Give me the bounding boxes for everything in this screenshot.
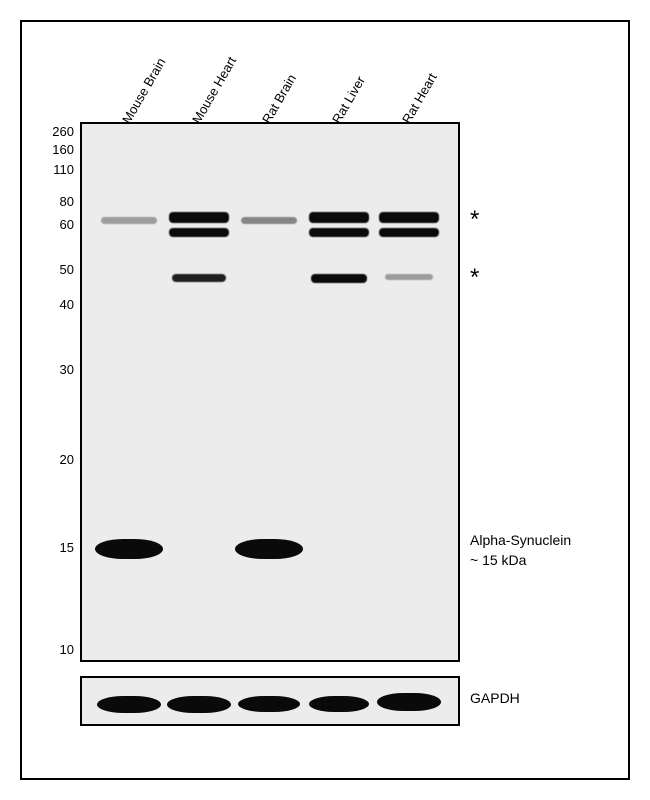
lane-label: Rat Liver xyxy=(329,73,368,126)
mw-tick: 40 xyxy=(30,297,74,312)
mw-tick: 110 xyxy=(30,162,74,177)
mw-tick: 160 xyxy=(30,142,74,157)
blot-band xyxy=(169,212,229,223)
right-annotation-group: * * Alpha-Synuclein ~ 15 kDa GAPDH xyxy=(470,122,630,742)
blot-band xyxy=(167,696,231,713)
blot-band xyxy=(238,696,300,712)
mw-tick: 10 xyxy=(30,642,74,657)
lane-label: Mouse Heart xyxy=(189,54,239,126)
blot-band xyxy=(309,212,369,223)
blot-band xyxy=(309,228,369,237)
blot-panel-gapdh xyxy=(80,676,460,726)
mw-tick: 15 xyxy=(30,540,74,555)
blot-band xyxy=(385,274,433,280)
asterisk-icon: * xyxy=(470,206,479,234)
blot-band xyxy=(311,274,367,283)
blot-band xyxy=(377,693,441,711)
lane-label: Rat Heart xyxy=(399,70,440,126)
blot-band xyxy=(241,217,297,224)
target-mw: ~ 15 kDa xyxy=(470,552,526,568)
lane-labels-group: Mouse Brain Mouse Heart Rat Brain Rat Li… xyxy=(22,30,628,120)
target-label: Alpha-Synuclein xyxy=(470,532,571,548)
blot-band xyxy=(235,539,303,559)
blot-band xyxy=(379,228,439,237)
figure-frame: Mouse Brain Mouse Heart Rat Brain Rat Li… xyxy=(20,20,630,780)
lane-label: Mouse Brain xyxy=(119,55,168,126)
gapdh-label: GAPDH xyxy=(470,690,520,706)
blot-panel-main xyxy=(80,122,460,662)
mw-tick: 60 xyxy=(30,217,74,232)
blot-band xyxy=(309,696,369,712)
mw-tick: 30 xyxy=(30,362,74,377)
asterisk-icon: * xyxy=(470,264,479,292)
mw-tick: 20 xyxy=(30,452,74,467)
mw-tick: 260 xyxy=(30,124,74,139)
blot-band xyxy=(379,212,439,223)
mw-tick: 50 xyxy=(30,262,74,277)
blot-band xyxy=(97,696,161,713)
blot-band xyxy=(172,274,226,282)
lane-label: Rat Brain xyxy=(259,72,299,126)
blot-band xyxy=(95,539,163,559)
blot-band xyxy=(101,217,157,224)
mw-tick: 80 xyxy=(30,194,74,209)
blot-band xyxy=(169,228,229,237)
